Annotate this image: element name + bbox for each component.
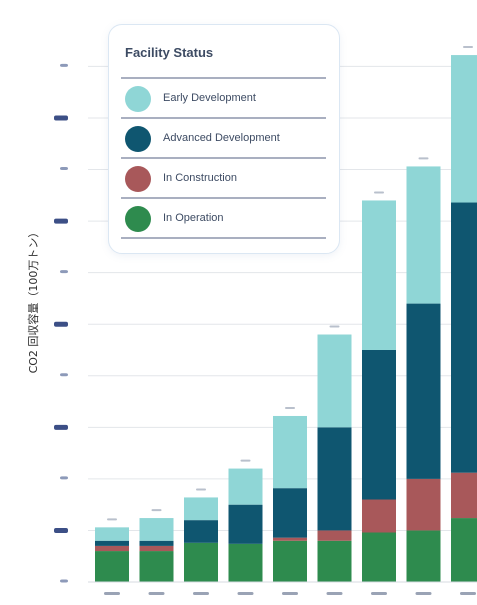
bar-segment: [406, 530, 441, 582]
y-axis-tick: [54, 115, 68, 121]
x-axis-tick: [148, 592, 165, 595]
bar-total-marker: [374, 191, 384, 194]
bar-segment: [228, 468, 263, 505]
x-axis-tick: [282, 592, 298, 595]
legend-divider: [121, 117, 326, 119]
legend-divider: [121, 237, 326, 239]
bar-segment: [362, 200, 396, 350]
bar-total-marker: [463, 46, 473, 49]
x-axis-tick: [237, 592, 254, 595]
bar-segment: [406, 166, 441, 304]
bar-segment: [273, 540, 307, 582]
legend: Facility Status Early Development Advanc…: [108, 24, 340, 254]
y-axis-tick: [60, 63, 68, 67]
legend-label: In Operation: [163, 212, 224, 224]
bar-segment: [184, 497, 218, 521]
legend-label: In Construction: [163, 172, 237, 184]
x-axis-tick: [104, 592, 120, 595]
bar-segment: [362, 349, 396, 500]
y-axis-tick: [54, 424, 68, 430]
legend-dot: [125, 126, 151, 152]
bar-segment: [95, 551, 129, 582]
bar-segment: [317, 334, 352, 428]
bar-total-marker: [329, 325, 340, 328]
x-axis-tick: [326, 592, 343, 595]
legend-divider: [121, 157, 326, 159]
bar-segment: [317, 427, 352, 531]
legend-item-advanced-development: Advanced Development: [121, 123, 331, 157]
bar-segment: [139, 551, 174, 582]
bar-total-marker: [240, 459, 251, 462]
bar-segment: [273, 488, 307, 538]
bar-segment: [317, 530, 352, 541]
bar-total-marker: [196, 488, 206, 491]
legend-title: Facility Status: [125, 45, 214, 60]
legend-dot: [125, 86, 151, 112]
x-axis-tick: [193, 592, 209, 595]
bar-segment: [95, 527, 129, 541]
bar-segment: [184, 520, 218, 543]
y-axis-label: CO2 回収容量（100万トン）: [27, 226, 40, 374]
bar-segment: [273, 537, 307, 541]
y-axis-tick: [60, 579, 68, 583]
y-axis-tick: [54, 527, 68, 533]
legend-dot: [125, 166, 151, 192]
bar-total-marker: [151, 509, 162, 512]
legend-item-early-development: Early Development: [121, 83, 331, 117]
bar-segment: [95, 545, 129, 552]
x-axis-tick: [460, 592, 476, 595]
y-axis-tick: [54, 218, 68, 224]
bar-segment: [362, 532, 396, 582]
bar-segment: [362, 499, 396, 533]
bar-segment: [184, 542, 218, 582]
y-axis-tick: [54, 321, 68, 327]
bar-segment: [317, 540, 352, 582]
bar-segment: [406, 303, 441, 479]
y-axis-tick: [60, 167, 68, 171]
bar-segment: [139, 540, 174, 546]
legend-label: Early Development: [163, 92, 256, 104]
legend-label: Advanced Development: [163, 132, 280, 144]
legend-item-in-construction: In Construction: [121, 163, 331, 197]
x-axis-tick: [415, 592, 432, 595]
bar-segment: [451, 55, 477, 203]
bar-total-marker: [418, 157, 429, 160]
legend-item-in-operation: In Operation: [121, 203, 331, 237]
bar-segment: [451, 472, 477, 519]
bar-segment: [273, 415, 307, 489]
bar-total-marker: [285, 406, 295, 409]
y-axis-tick: [60, 476, 68, 480]
bar-segment: [228, 543, 263, 582]
bar-segment: [95, 540, 129, 546]
bar-segment: [139, 545, 174, 552]
bar-total-marker: [107, 518, 117, 521]
bar-segment: [139, 518, 174, 541]
bar-segment: [451, 518, 477, 582]
bar-segment: [406, 478, 441, 531]
bar-segment: [228, 504, 263, 544]
y-axis-tick: [60, 373, 68, 377]
bar-segment: [451, 202, 477, 473]
legend-dot: [125, 206, 151, 232]
y-axis-tick: [60, 270, 68, 274]
x-axis-tick: [371, 592, 387, 595]
legend-divider: [121, 77, 326, 79]
legend-divider: [121, 197, 326, 199]
